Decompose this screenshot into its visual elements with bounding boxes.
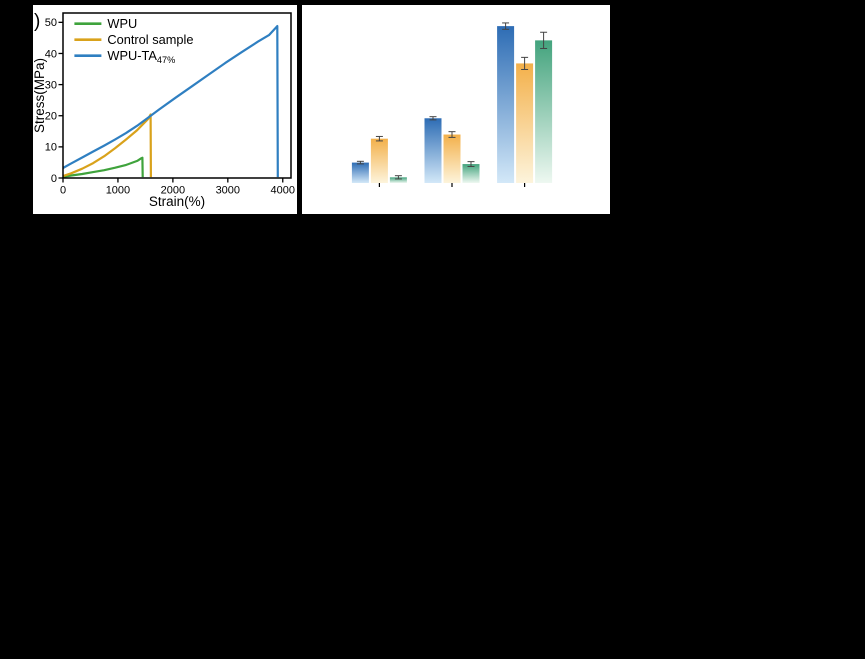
plot-frame	[62, 12, 292, 179]
x-tick-label: 4000	[271, 185, 295, 197]
y-tick-label: 50	[45, 17, 57, 29]
x-tick-label: 0	[60, 185, 66, 197]
bar-toughness-mj-m-	[462, 164, 480, 183]
series-wpu-ta47-	[62, 25, 279, 178]
y-tick-label: 10	[45, 142, 57, 154]
y-tick-label: 30	[45, 79, 57, 91]
y-tick-label: 40	[45, 48, 57, 60]
y-axis-label: Stress(MPa)	[32, 58, 47, 133]
bar-toughness-mj-m-	[535, 40, 553, 183]
y-tick-label: 0	[51, 173, 57, 185]
legend-label: WPU-TA47%	[107, 48, 175, 65]
panel-label: )	[34, 11, 40, 32]
x-tick-label: 1000	[106, 185, 130, 197]
bar-strain-mm-mm-	[443, 134, 461, 183]
y-tick-label: 20	[45, 111, 57, 123]
bar-stress-mpa-	[351, 162, 369, 183]
series-wpu	[62, 156, 144, 178]
x-tick-label: 3000	[216, 185, 240, 197]
bar-stress-mpa-	[424, 118, 442, 183]
panel-b	[302, 5, 610, 214]
bar-toughness-mj-m-	[389, 177, 407, 183]
legend-label: Control sample	[107, 32, 193, 47]
x-axis-label: Strain(%)	[149, 194, 205, 209]
x-tick-label: 2000	[161, 185, 185, 197]
legend-label: WPU	[107, 16, 137, 31]
bar-strain-mm-mm-	[370, 138, 388, 183]
bar-stress-mpa-	[497, 26, 515, 184]
panel-a: 0 1000 2000 3000 4000 0 10 20 30 40 50 Strain(%) Str…	[32, 5, 297, 214]
bar-strain-mm-mm-	[516, 63, 534, 183]
